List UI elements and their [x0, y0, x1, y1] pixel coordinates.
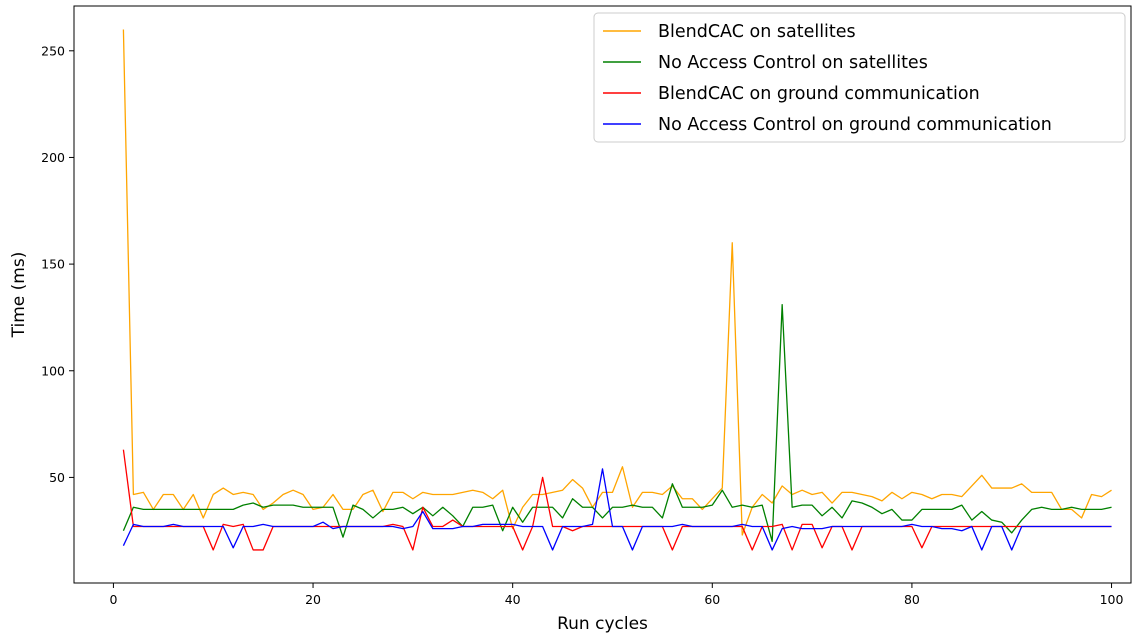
legend-label: No Access Control on satellites	[658, 53, 928, 73]
legend: BlendCAC on satellites No Access Control …	[593, 12, 1126, 143]
series-line-4	[122, 468, 1112, 551]
series-line-2	[122, 303, 1112, 543]
legend-label: No Access Control on ground communicatio…	[658, 115, 1052, 135]
legend-label: BlendCAC on satellites	[658, 22, 856, 42]
legend-label: BlendCAC on ground communication	[658, 84, 980, 104]
y-tick-label: 100	[41, 363, 65, 378]
y-tick-label: 200	[41, 150, 65, 165]
x-tick-label: 20	[305, 592, 321, 607]
x-tick-label: 0	[109, 592, 117, 607]
y-axis-label: Time (ms)	[9, 252, 29, 339]
y-tick-label: 150	[41, 257, 65, 272]
y-tick-label: 50	[49, 470, 65, 485]
x-tick-label: 100	[1100, 592, 1124, 607]
x-tick-label: 80	[904, 592, 920, 607]
series-line-1	[122, 29, 1112, 536]
legend-frame	[593, 12, 1126, 143]
x-axis-label: Run cycles	[557, 614, 648, 634]
x-tick-label: 60	[704, 592, 720, 607]
series-layer	[122, 29, 1112, 551]
axes-layer: 0 20 40 60 80 100 50 100 150 200 250	[41, 5, 1132, 607]
x-tick-label: 40	[505, 592, 521, 607]
plot-frame	[73, 5, 1132, 584]
y-tick-label: 250	[41, 43, 65, 58]
